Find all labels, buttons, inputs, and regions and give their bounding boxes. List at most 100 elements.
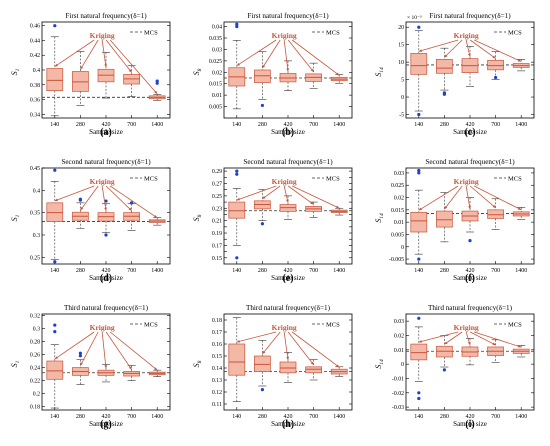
- kriging-arrowhead: [128, 366, 132, 370]
- x-tick-label: 140: [50, 414, 59, 420]
- outlier-point: [417, 396, 421, 401]
- kriging-annotation: Kriging: [90, 177, 115, 186]
- y-tick-label: 0.27: [212, 181, 222, 187]
- plot-frame: [405, 313, 535, 411]
- x-tick-label: 700: [309, 414, 318, 420]
- kriging-arrow: [236, 39, 277, 67]
- box-1400: [512, 207, 530, 220]
- box-700: [305, 359, 322, 381]
- outlier-point: [78, 351, 82, 355]
- kriging-arrow: [54, 39, 95, 67]
- y-tick-label: 0.14: [212, 366, 222, 372]
- y-axis-label: S1: [10, 214, 21, 221]
- kriging-arrow: [291, 39, 340, 76]
- box-280: [254, 51, 271, 108]
- kriging-arrow: [283, 39, 289, 72]
- box-iqr: [46, 360, 64, 380]
- y-axis-label-sub: 14: [378, 67, 385, 73]
- legend-mcs-label: MCS: [326, 176, 340, 183]
- outlier-point: [78, 354, 82, 358]
- x-tick-label: 420: [102, 414, 111, 420]
- y-tick-label: -0.03: [392, 405, 404, 411]
- kriging-arrowhead: [128, 69, 132, 73]
- kriging-arrow: [283, 331, 289, 361]
- y-tick-label: 0.18: [212, 318, 222, 324]
- panel-label: (b): [282, 127, 294, 138]
- y-tick-label: 0.01: [394, 348, 404, 354]
- x-axis-label: Sample size: [271, 274, 305, 282]
- outlier-point: [442, 368, 446, 372]
- kriging-arrow: [109, 39, 158, 95]
- kriging-arrow: [80, 185, 99, 211]
- kriging-arrowhead: [336, 205, 340, 209]
- y-tick-label: 0.2: [33, 392, 40, 398]
- x-tick-label: 1400: [333, 414, 345, 420]
- y-tick-label: 0.03: [394, 171, 404, 177]
- box-140: [410, 168, 428, 261]
- y-tick-label: 0.02: [212, 70, 222, 76]
- y-tick-label: 0.26: [30, 352, 40, 358]
- kriging-arrow: [105, 185, 132, 211]
- y-tick-label: 0: [401, 362, 404, 368]
- outlier-point: [417, 257, 421, 261]
- box-1400: [512, 345, 530, 358]
- x-tick-label: 280: [258, 268, 267, 274]
- box-140: [410, 316, 428, 401]
- box-140: [46, 323, 64, 409]
- outlier-point: [155, 79, 159, 83]
- box-iqr: [46, 68, 64, 92]
- x-tick-label: 420: [102, 268, 111, 274]
- box-280: [72, 351, 89, 385]
- box-700: [487, 51, 504, 80]
- legend-mcs-label: MCS: [326, 30, 340, 37]
- box-1400: [148, 217, 166, 226]
- x-tick-label: 1400: [151, 268, 163, 274]
- kriging-arrow: [80, 331, 99, 366]
- box-iqr: [305, 366, 322, 374]
- legend-mcs-label: MCS: [326, 322, 340, 329]
- kriging-arrowhead: [262, 350, 266, 354]
- y-tick-label: 0.3: [33, 326, 40, 332]
- outlier-point: [417, 168, 421, 173]
- plot-frame: [41, 313, 171, 411]
- y-tick-label: 0.21: [212, 219, 222, 225]
- kriging-arrowhead: [104, 207, 107, 211]
- y-tick-label: 0.17: [212, 330, 222, 336]
- chart-title: First natural frequency(δ=1): [429, 12, 511, 20]
- kriging-arrowhead: [80, 207, 84, 211]
- box-700: [487, 198, 504, 230]
- y-tick-label: 0.005: [209, 105, 222, 111]
- outlier-point: [53, 168, 57, 172]
- outlier-point: [53, 260, 57, 264]
- x-axis-label: Sample size: [271, 420, 305, 428]
- y-tick-label: 5: [401, 78, 404, 84]
- box-iqr: [436, 210, 453, 228]
- y-tick-label: 0: [401, 245, 404, 251]
- chart-title: Third natural frequency(δ=1): [428, 304, 513, 312]
- box-420: [461, 46, 479, 87]
- x-tick-label: 420: [466, 122, 475, 128]
- kriging-arrowhead: [236, 197, 240, 201]
- x-tick-label: 1400: [151, 414, 163, 420]
- y-tick-label: 0.28: [30, 339, 40, 345]
- box-iqr: [279, 361, 297, 374]
- x-tick-label: 700: [491, 122, 500, 128]
- y-tick-label: -0.02: [392, 391, 404, 397]
- box-140: [228, 317, 246, 402]
- box-420: [97, 363, 115, 383]
- y-axis-label-sub: 1: [15, 214, 21, 217]
- box-iqr: [254, 355, 271, 372]
- y-axis-label-sub: 8: [197, 68, 203, 71]
- kriging-annotation: Kriging: [272, 31, 297, 40]
- x-tick-label: 1400: [515, 122, 527, 128]
- x-tick-label: 420: [466, 268, 475, 274]
- kriging-arrow: [262, 185, 281, 200]
- x-axis-label: Sample size: [89, 420, 123, 428]
- kriging-arrowhead: [518, 59, 522, 62]
- outlier-point: [468, 239, 472, 243]
- kriging-arrow: [291, 185, 340, 209]
- outlier-point: [417, 25, 421, 29]
- kriging-arrowhead: [444, 205, 448, 210]
- legend-mcs-label: MCS: [144, 322, 158, 329]
- y-tick-label: 0.01: [394, 220, 404, 226]
